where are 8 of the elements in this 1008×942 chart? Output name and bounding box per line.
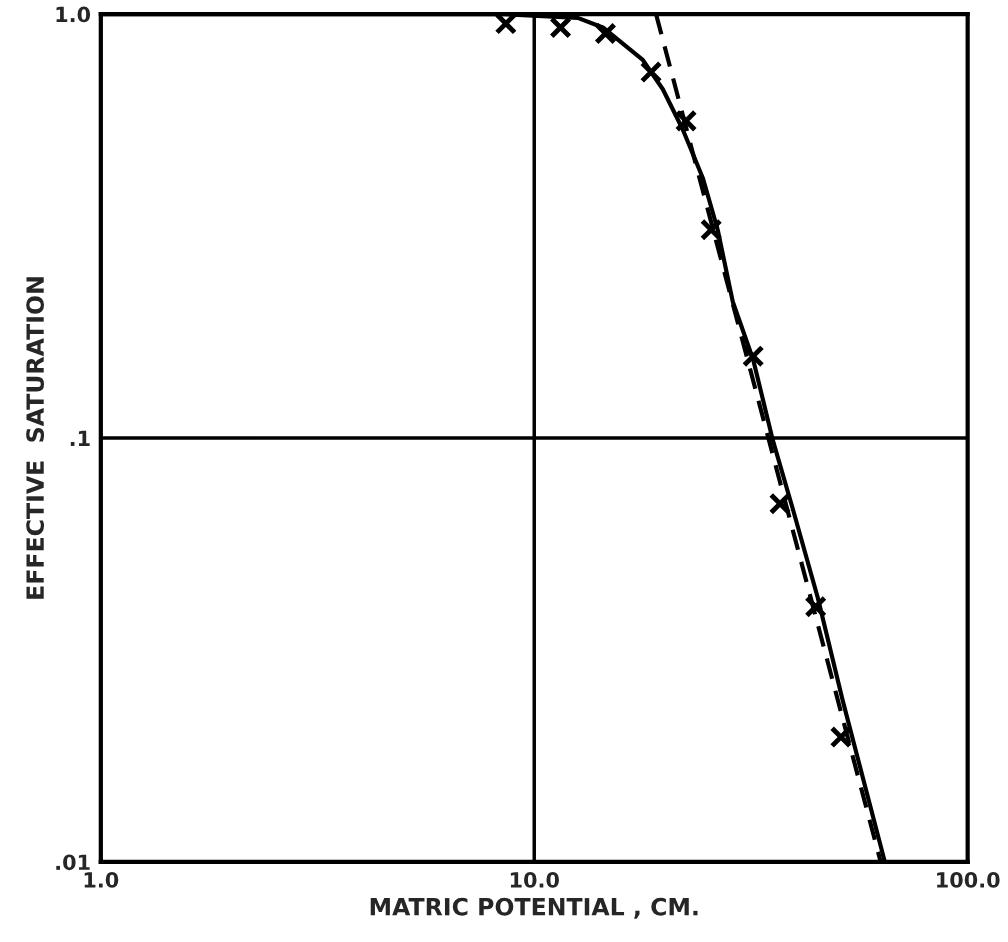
y-tick-label: .1 [70, 430, 90, 446]
x-tick-label: 10.0 [510, 872, 559, 888]
x-axis-title: MATRIC POTENTIAL , CM. [370, 897, 698, 919]
x-tick-label: 1.0 [84, 872, 119, 888]
x-tick-label: 100.0 [937, 872, 1000, 888]
y-tick-label: 1.0 [56, 6, 91, 23]
y-axis-title: EFFECTIVE SATURATION [26, 277, 45, 599]
y-tick-label: .01 [56, 854, 90, 871]
